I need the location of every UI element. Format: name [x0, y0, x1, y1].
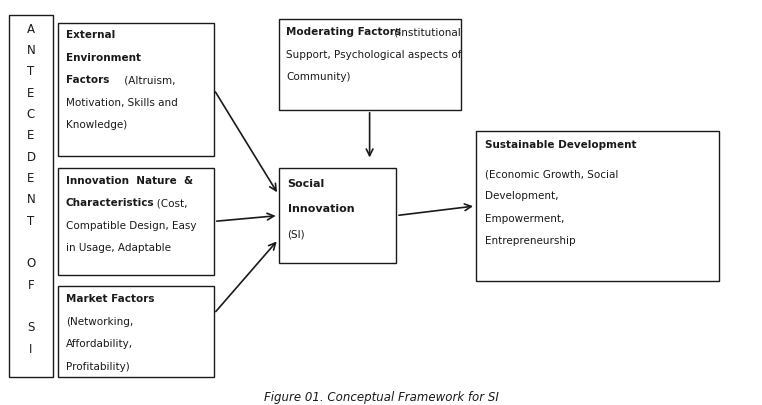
Text: (Institutional: (Institutional — [391, 28, 460, 37]
Text: Moderating Factors: Moderating Factors — [286, 28, 401, 37]
Text: Figure 01. Conceptual Framework for SI: Figure 01. Conceptual Framework for SI — [264, 391, 498, 404]
Text: Motivation, Skills and: Motivation, Skills and — [66, 98, 178, 108]
Text: I: I — [29, 343, 33, 356]
Text: T: T — [27, 215, 34, 228]
Text: S: S — [27, 321, 35, 334]
Text: Entrepreneurship: Entrepreneurship — [485, 237, 575, 247]
Text: Community): Community) — [286, 72, 351, 82]
Text: Profitability): Profitability) — [66, 362, 130, 371]
Text: Characteristics: Characteristics — [66, 198, 155, 208]
Text: A: A — [27, 23, 35, 36]
Text: Factors: Factors — [66, 75, 109, 85]
Bar — [59, 168, 214, 275]
Text: E: E — [27, 87, 35, 100]
Text: Social: Social — [287, 179, 325, 189]
Text: E: E — [27, 129, 35, 142]
Text: Support, Psychological aspects of: Support, Psychological aspects of — [286, 50, 462, 60]
Text: Innovation  Nature  &: Innovation Nature & — [66, 176, 193, 186]
Text: Empowerment,: Empowerment, — [485, 214, 565, 224]
Text: E: E — [27, 172, 35, 185]
Text: F: F — [27, 279, 34, 292]
Text: Market Factors: Market Factors — [66, 294, 155, 304]
Text: (SI): (SI) — [287, 229, 306, 239]
Text: Innovation: Innovation — [287, 204, 354, 214]
Bar — [59, 286, 214, 377]
Text: D: D — [27, 151, 36, 164]
Bar — [59, 23, 214, 156]
Text: Knowledge): Knowledge) — [66, 120, 127, 130]
Bar — [9, 15, 53, 377]
Text: Compatible Design, Easy: Compatible Design, Easy — [66, 221, 197, 231]
Text: Development,: Development, — [485, 192, 559, 202]
Text: Affordability,: Affordability, — [66, 339, 133, 349]
Text: in Usage, Adaptable: in Usage, Adaptable — [66, 243, 171, 253]
Text: (Cost,: (Cost, — [147, 198, 187, 208]
Text: External: External — [66, 30, 115, 40]
Text: C: C — [27, 108, 35, 121]
Text: Sustainable Development: Sustainable Development — [485, 140, 636, 150]
Text: (Economic Growth, Social: (Economic Growth, Social — [485, 169, 619, 179]
Text: (Altruism,: (Altruism, — [121, 75, 176, 85]
Text: (Networking,: (Networking, — [66, 317, 133, 326]
Bar — [278, 19, 461, 110]
Bar — [278, 168, 396, 263]
Text: O: O — [27, 257, 36, 270]
Text: T: T — [27, 65, 34, 78]
Bar — [476, 131, 719, 281]
Text: N: N — [27, 193, 35, 206]
Text: N: N — [27, 44, 35, 57]
Text: Environment: Environment — [66, 53, 141, 63]
